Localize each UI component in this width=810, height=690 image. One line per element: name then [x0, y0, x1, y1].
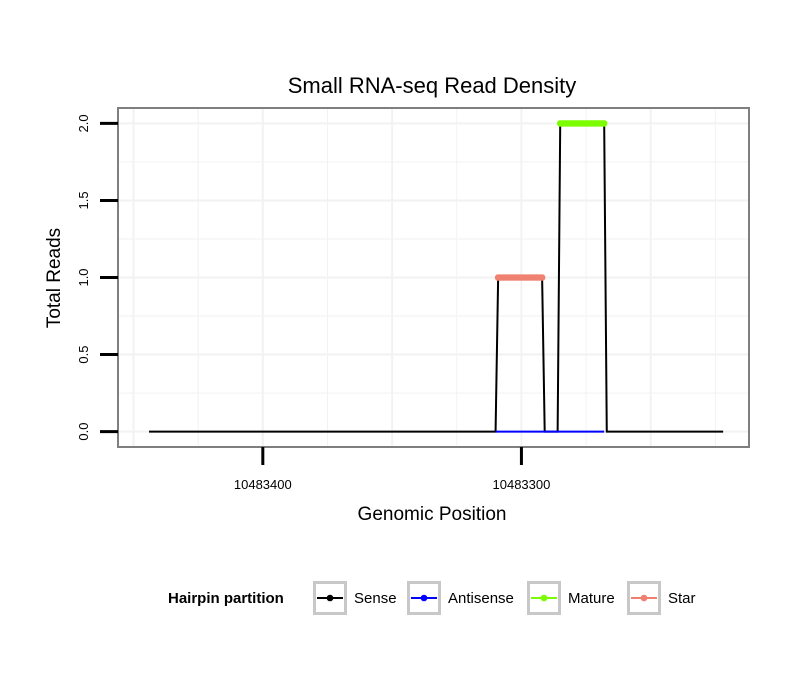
series-mature-point [600, 120, 608, 127]
legend-swatch-point [640, 594, 648, 602]
grid [118, 108, 749, 447]
series-layer [149, 120, 724, 433]
y-tick-label: 1.5 [76, 191, 91, 209]
y-tick-label: 1.0 [76, 268, 91, 286]
x-tick-label: 10483400 [234, 477, 292, 492]
x-axis: 10483400 10483300 [234, 447, 550, 492]
legend-swatch-point [326, 594, 334, 602]
legend: Hairpin partition Sense Antisense Mature St… [168, 581, 696, 615]
y-tick-label: 0.5 [76, 346, 91, 364]
legend-title: Hairpin partition [168, 590, 284, 607]
legend-items: Sense Antisense Mature Star [313, 581, 696, 615]
legend-swatch-point [540, 594, 548, 602]
x-tick-label: 10483300 [493, 477, 551, 492]
series-star-point [538, 274, 546, 281]
legend-label-sense: Sense [354, 590, 397, 607]
y-axis: 0.0 0.5 1.0 1.5 2.0 [76, 114, 118, 441]
legend-label-star: Star [668, 590, 696, 607]
y-tick-label: 2.0 [76, 114, 91, 132]
chart-title: Small RNA-seq Read Density [288, 73, 577, 98]
y-axis-title: Total Reads [44, 228, 65, 328]
legend-label-mature: Mature [568, 590, 615, 607]
y-tick-label: 0.0 [76, 423, 91, 441]
x-axis-title: Genomic Position [358, 504, 507, 525]
legend-label-antisense: Antisense [448, 590, 514, 607]
legend-swatch-point [420, 594, 428, 602]
